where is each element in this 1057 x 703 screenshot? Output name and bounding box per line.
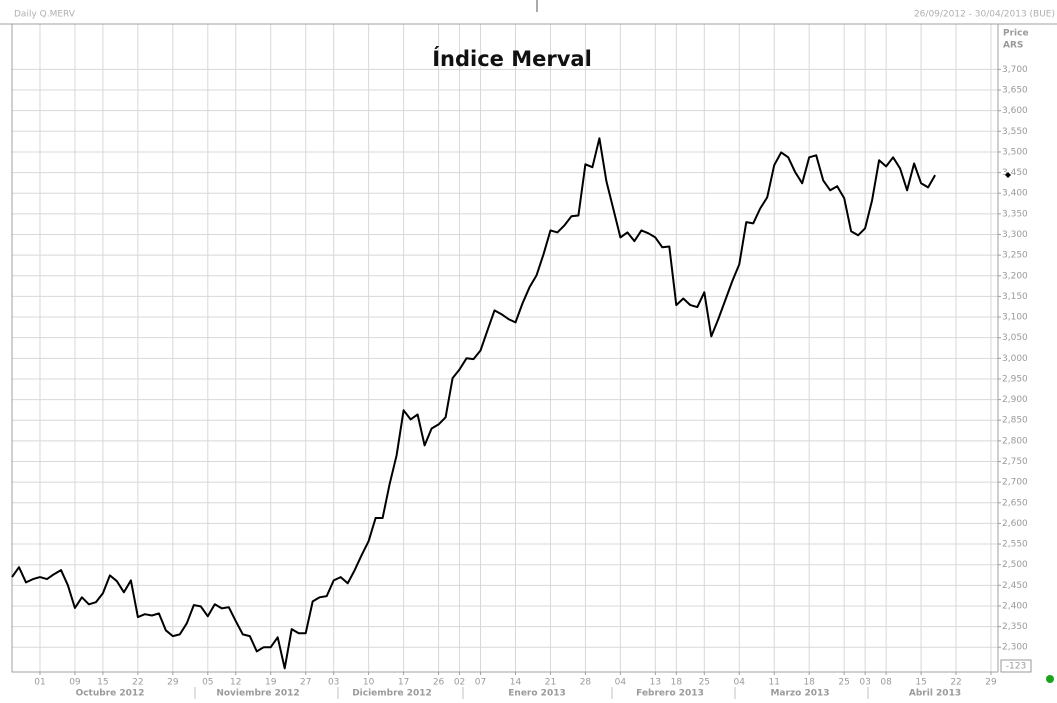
y-tick-label: 3,000 xyxy=(1002,354,1028,364)
y-tick-label: 3,200 xyxy=(1002,271,1028,281)
x-tick-label: 18 xyxy=(671,678,683,688)
x-tick-label: 29 xyxy=(167,678,179,688)
x-tick-label: 01 xyxy=(34,678,45,688)
x-tick-label: 02 xyxy=(454,678,465,688)
x-tick-label: 04 xyxy=(615,678,627,688)
y-tick-label: 3,400 xyxy=(1002,189,1028,199)
header-right: 26/09/2012 - 30/04/2013 (BUE) xyxy=(914,10,1055,20)
y-tick-label: 2,400 xyxy=(1002,601,1028,611)
x-tick-label: 11 xyxy=(769,678,780,688)
x-tick-label: 10 xyxy=(363,678,375,688)
x-tick-label: 05 xyxy=(202,678,213,688)
header-left: Daily Q.MERV xyxy=(14,10,76,20)
y-tick-label: 3,450 xyxy=(1002,168,1028,178)
cursor-box xyxy=(1000,659,1032,673)
x-tick-label: 12 xyxy=(230,678,241,688)
x-tick-label: 03 xyxy=(328,678,339,688)
last-price-marker xyxy=(1005,172,1011,179)
y-tick-label: 2,300 xyxy=(1002,643,1028,653)
status-dot xyxy=(1046,675,1054,683)
y-unit: ARS xyxy=(1003,41,1023,51)
y-tick-label: 2,800 xyxy=(1002,436,1028,446)
x-tick-label: 07 xyxy=(475,678,486,688)
x-tick-label: 04 xyxy=(734,678,746,688)
x-tick-label: 15 xyxy=(915,678,926,688)
x-group-label: Noviembre 2012 xyxy=(216,689,299,699)
x-tick-label: 29 xyxy=(985,678,997,688)
y-tick-label: 2,950 xyxy=(1002,374,1028,384)
y-tick-label: 2,600 xyxy=(1002,519,1028,529)
y-tick-label: 3,550 xyxy=(1002,127,1028,137)
y-tick-label: 3,300 xyxy=(1002,230,1028,240)
x-tick-label: 17 xyxy=(398,678,409,688)
x-tick-label: 13 xyxy=(650,678,661,688)
y-label: Price xyxy=(1003,29,1029,39)
y-tick-label: 2,350 xyxy=(1002,622,1028,632)
y-tick-label: 3,050 xyxy=(1002,333,1028,343)
y-tick-label: 2,750 xyxy=(1002,457,1028,467)
y-tick-label: 2,450 xyxy=(1002,581,1028,591)
x-tick-label: 27 xyxy=(300,678,311,688)
y-tick-label: 2,650 xyxy=(1002,498,1028,508)
x-tick-label: 21 xyxy=(545,678,556,688)
price-line xyxy=(11,137,936,670)
x-tick-label: 15 xyxy=(97,678,108,688)
y-tick-label: 2,700 xyxy=(1002,478,1028,488)
x-tick-label: 22 xyxy=(132,678,143,688)
x-tick-label: 19 xyxy=(265,678,277,688)
y-tick-label: 3,650 xyxy=(1002,86,1028,96)
y-tick-label: 2,850 xyxy=(1002,416,1028,426)
y-tick-label: 3,350 xyxy=(1002,209,1028,219)
y-tick-label: 3,100 xyxy=(1002,313,1028,323)
x-group-label: Octubre 2012 xyxy=(76,689,145,699)
x-tick-label: 14 xyxy=(510,678,522,688)
x-group-label: Marzo 2013 xyxy=(770,689,829,699)
x-tick-label: 03 xyxy=(859,678,870,688)
x-tick-label: 08 xyxy=(880,678,892,688)
x-tick-label: 09 xyxy=(69,678,81,688)
y-tick-label: 3,500 xyxy=(1002,147,1028,157)
cursor-label: -123 xyxy=(1006,662,1026,672)
x-group-label: Febrero 2013 xyxy=(636,689,704,699)
x-tick-label: 18 xyxy=(803,678,815,688)
x-tick-label: 25 xyxy=(838,678,849,688)
x-group-label: Diciembre 2012 xyxy=(352,689,432,699)
y-tick-label: 3,250 xyxy=(1002,251,1028,261)
y-tick-label: 2,500 xyxy=(1002,560,1028,570)
chart-title: Índice Merval xyxy=(432,46,592,71)
grid xyxy=(12,24,998,672)
x-tick-label: 22 xyxy=(950,678,961,688)
y-tick-label: 2,550 xyxy=(1002,540,1028,550)
x-tick-label: 28 xyxy=(580,678,592,688)
x-group-label: Enero 2013 xyxy=(508,689,565,699)
x-group-label: Abril 2013 xyxy=(909,689,961,699)
x-tick-label: 26 xyxy=(433,678,445,688)
y-tick-label: 3,150 xyxy=(1002,292,1028,302)
y-tick-label: 3,600 xyxy=(1002,106,1028,116)
y-tick-label: 3,700 xyxy=(1002,65,1028,75)
x-tick-label: 25 xyxy=(699,678,710,688)
y-tick-label: 2,900 xyxy=(1002,395,1028,405)
